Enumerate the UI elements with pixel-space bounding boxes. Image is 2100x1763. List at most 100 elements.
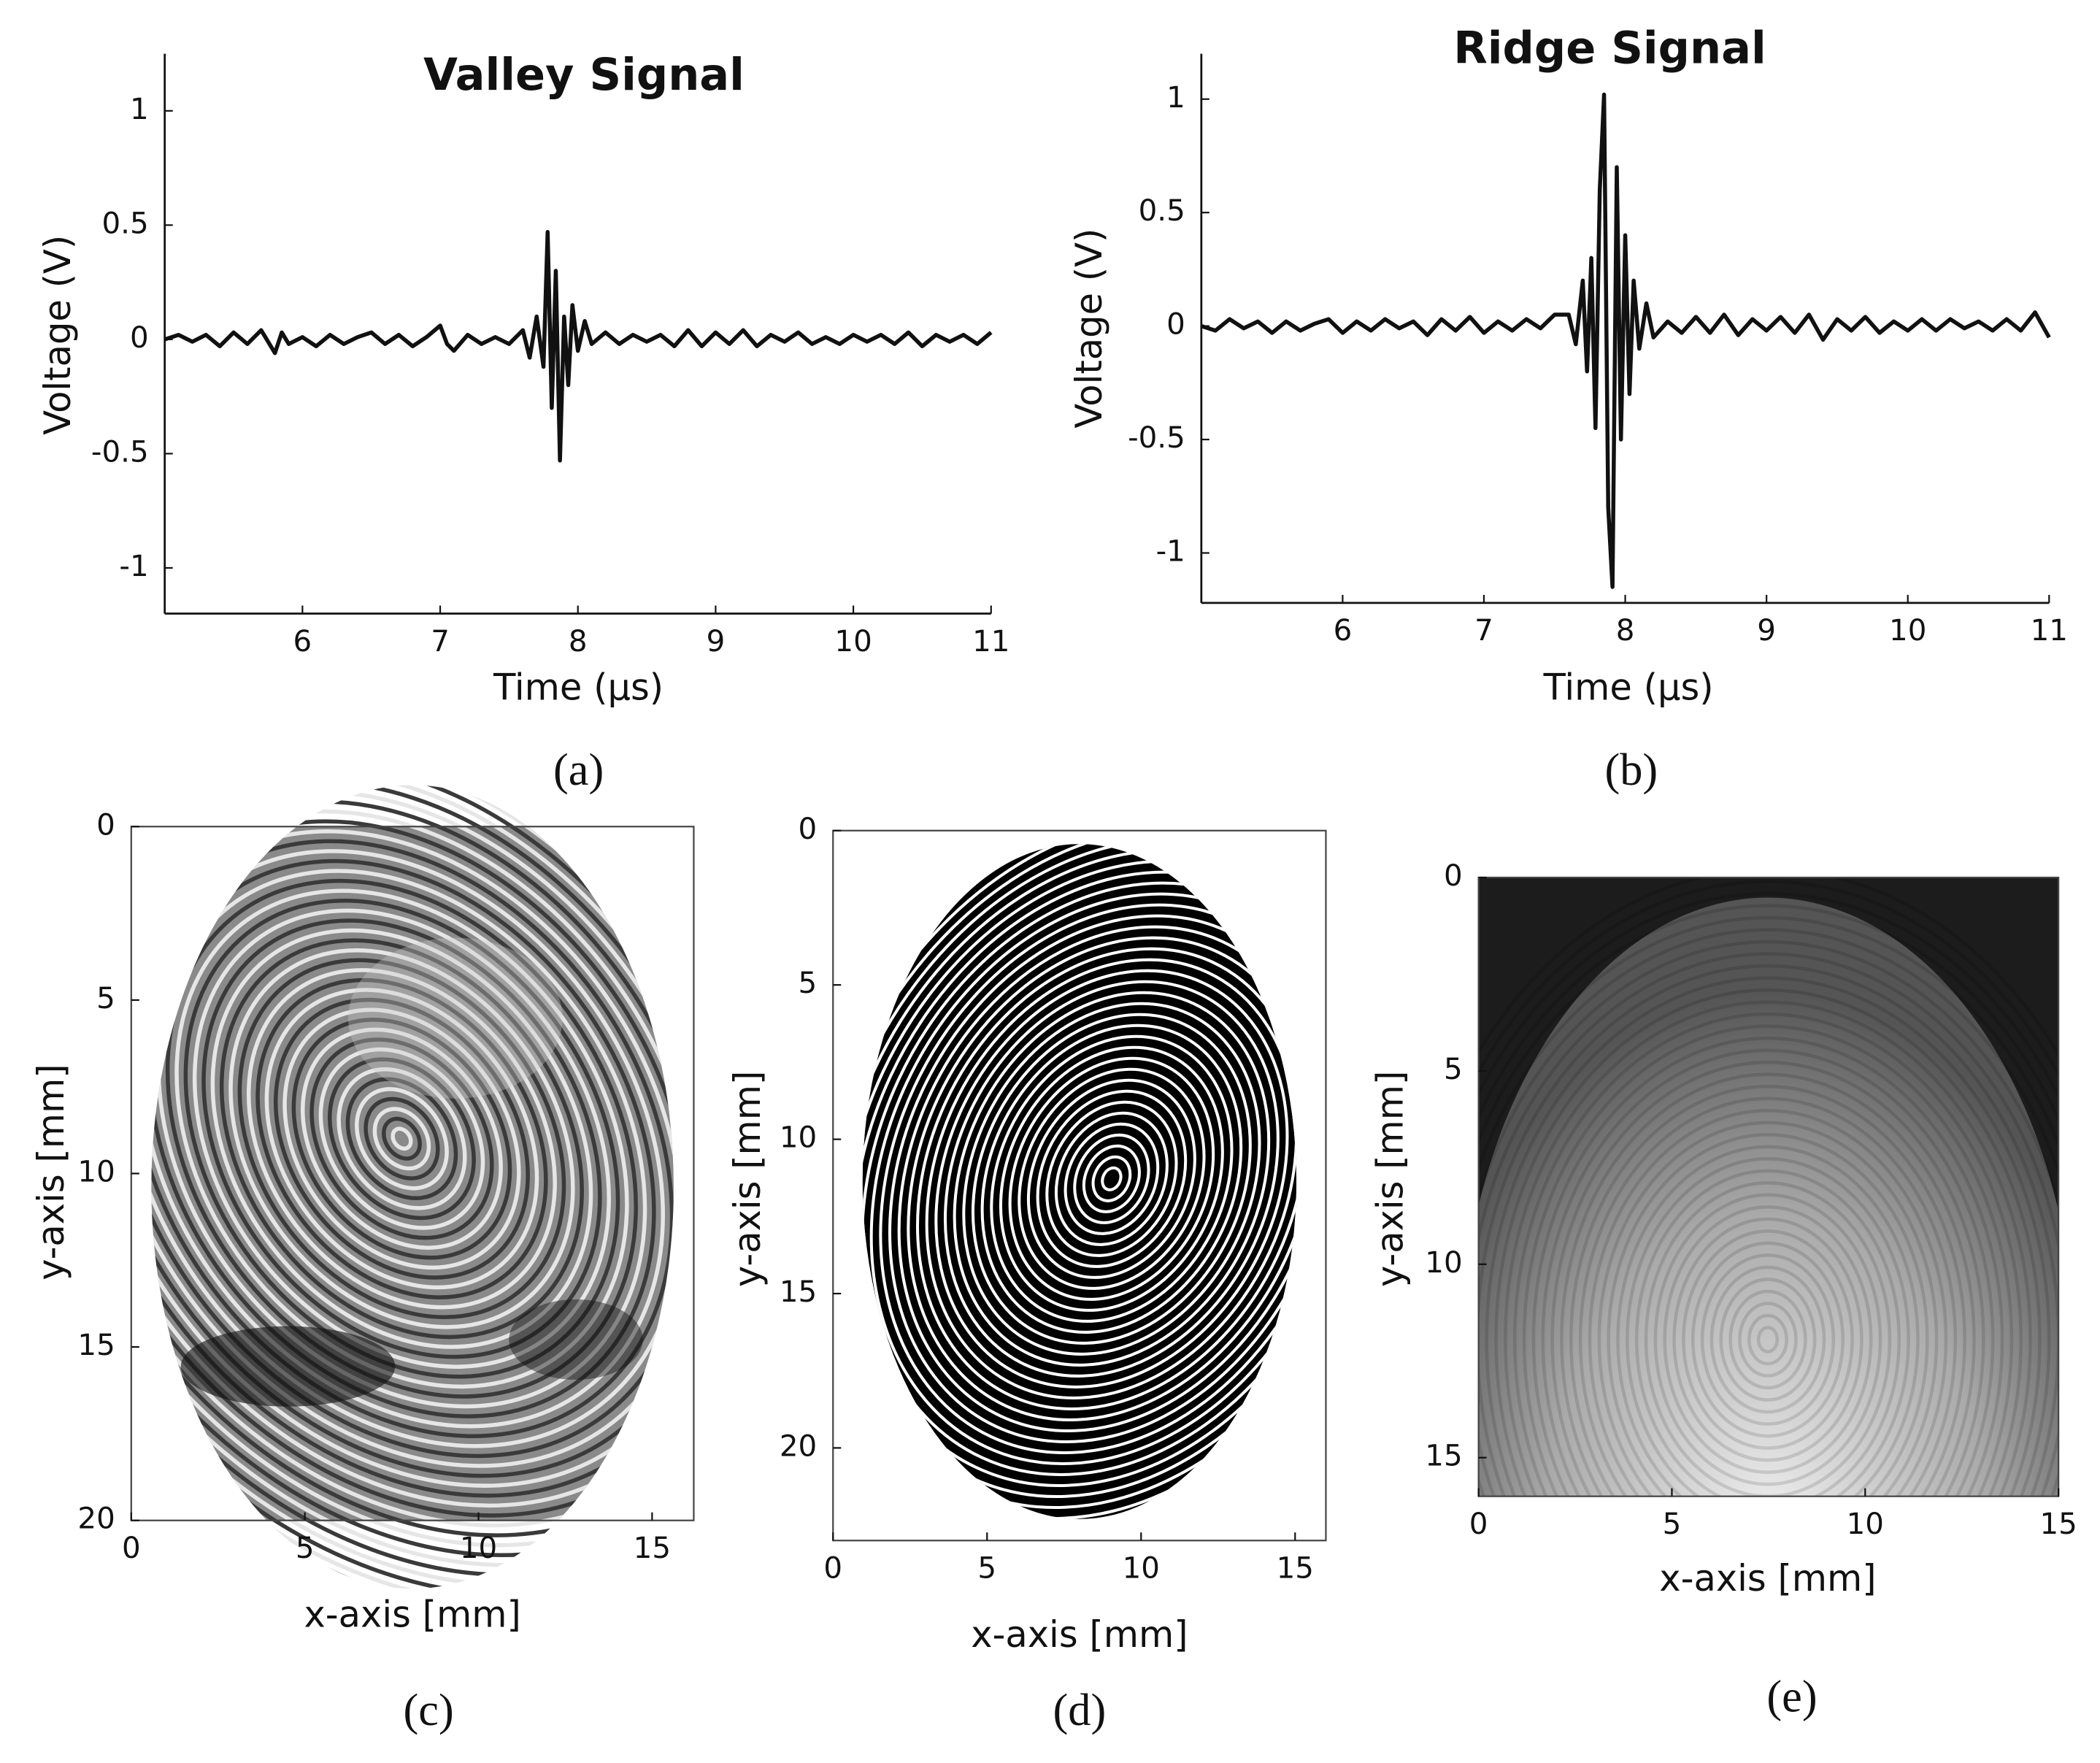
ridge (1478, 915, 2059, 1149)
y-tick-label: 15 (780, 1275, 817, 1309)
panel: 0 5 10 15 0 5 10 15 20 x-axis [mm] y-axis [mm] (c) (30, 785, 695, 1735)
ridge (1588, 1109, 1948, 1497)
ridge (1569, 1085, 1966, 1497)
fingerprint (1478, 877, 2059, 1497)
ridge (1616, 1145, 1920, 1497)
ridge (165, 878, 638, 1399)
x-tick-label: 15 (1277, 1551, 1314, 1586)
ridge (1036, 1089, 1188, 1268)
x-tick-label: 11 (972, 624, 1009, 658)
panel: 0 5 10 15 0 5 10 15 20 x-axis [mm] y-axis [mm] (d) (726, 812, 1327, 1735)
panel-caption: (b) (1604, 745, 1658, 795)
frame (832, 829, 1327, 1542)
ridge (372, 1107, 431, 1171)
ridge (999, 1045, 1224, 1312)
x-tick-label: 6 (1334, 613, 1353, 648)
ridge (1478, 928, 2059, 1177)
ridge (192, 908, 611, 1369)
ridge (309, 1037, 494, 1240)
ridge (1550, 1061, 1985, 1497)
x-tick-label: 10 (1847, 1507, 1884, 1541)
ridge (327, 1057, 476, 1221)
y-tick-label: 10 (780, 1121, 817, 1155)
y-tick-label: 15 (1425, 1439, 1462, 1473)
chart-title: Valley Signal (423, 50, 745, 101)
ridge (990, 1034, 1234, 1323)
frame (1477, 876, 2060, 1497)
x-tick-label: 9 (1757, 613, 1776, 648)
y-tick-label: 20 (77, 1502, 115, 1536)
ridge (318, 1047, 485, 1230)
ridge (944, 980, 1280, 1378)
ridge (255, 977, 548, 1299)
y-tick-label: 15 (77, 1328, 115, 1362)
x-tick-label: 15 (634, 1531, 671, 1565)
ridge (282, 1007, 521, 1270)
ridge (336, 1067, 467, 1210)
ridge (1756, 1326, 1780, 1353)
y-tick-label: 20 (780, 1429, 817, 1463)
x-tick-label: 5 (977, 1551, 996, 1586)
ridge (1073, 1133, 1150, 1224)
ridge (1018, 1067, 1206, 1290)
y-tick-label: -1 (119, 549, 148, 583)
ridge (1504, 1000, 2032, 1497)
ridge (345, 1077, 458, 1201)
ridge (1578, 1096, 1958, 1497)
ridge (210, 928, 593, 1349)
x-tick-label: 10 (460, 1531, 497, 1565)
ridge (1719, 1278, 1817, 1402)
shade (180, 1326, 396, 1407)
ridge (1045, 1100, 1178, 1257)
ridge (228, 948, 575, 1329)
ridge (1064, 1122, 1160, 1235)
y-tick-label: 1 (1166, 80, 1185, 115)
y-tick-label: 0 (96, 807, 115, 842)
x-axis-label: Time (µs) (1543, 667, 1714, 709)
x-tick-label: 10 (1123, 1551, 1160, 1586)
signal-line (164, 230, 993, 463)
ridge (264, 988, 539, 1290)
x-tick-label: 7 (1474, 613, 1493, 648)
y-tick-label: 5 (1444, 1052, 1463, 1086)
ridge (1054, 1111, 1169, 1246)
y-tick-label: -0.5 (91, 434, 149, 469)
ridge (907, 936, 1297, 1421)
ridge (980, 1023, 1243, 1334)
ridge (156, 869, 647, 1409)
y-tick-label: 0 (1444, 859, 1463, 893)
signal-line (1200, 92, 2051, 589)
ridge (1653, 1193, 1882, 1486)
shade (509, 1299, 643, 1380)
y-tick-label: 0 (799, 812, 818, 846)
ridge (300, 1027, 503, 1250)
ridge (364, 1096, 440, 1180)
ridge (174, 888, 629, 1389)
ridge (1691, 1241, 1845, 1438)
y-axis-label: Voltage (V) (36, 235, 79, 435)
ridge (355, 1087, 449, 1191)
y-tick-label: 10 (1425, 1245, 1462, 1280)
x-axis-label: Time (µs) (493, 667, 664, 709)
ridge (273, 997, 530, 1280)
y-tick-label: 5 (96, 981, 115, 1015)
ridge (1626, 1157, 1910, 1497)
x-tick-label: 0 (1469, 1507, 1488, 1541)
x-axis-label: x-axis [mm] (971, 1613, 1188, 1656)
ridge (1597, 1121, 1939, 1497)
ridge (1738, 1302, 1798, 1378)
ridge (1531, 1037, 2004, 1497)
x-tick-label: 10 (1889, 613, 1926, 648)
x-axis-label: x-axis [mm] (304, 1593, 520, 1635)
ridge (1494, 988, 2042, 1497)
x-tick-label: 0 (122, 1531, 141, 1565)
x-tick-label: 8 (1616, 613, 1635, 648)
panel: 6 7 8 9 10 11 -1 -0.5 0 0.5 1 Ridge Signal Time (µs)… (1068, 23, 2068, 796)
ridge (962, 1002, 1261, 1356)
x-tick-label: 8 (569, 624, 588, 658)
chart-title: Ridge Signal (1453, 23, 1766, 74)
y-axis-label: y-axis [mm] (1369, 1071, 1412, 1287)
